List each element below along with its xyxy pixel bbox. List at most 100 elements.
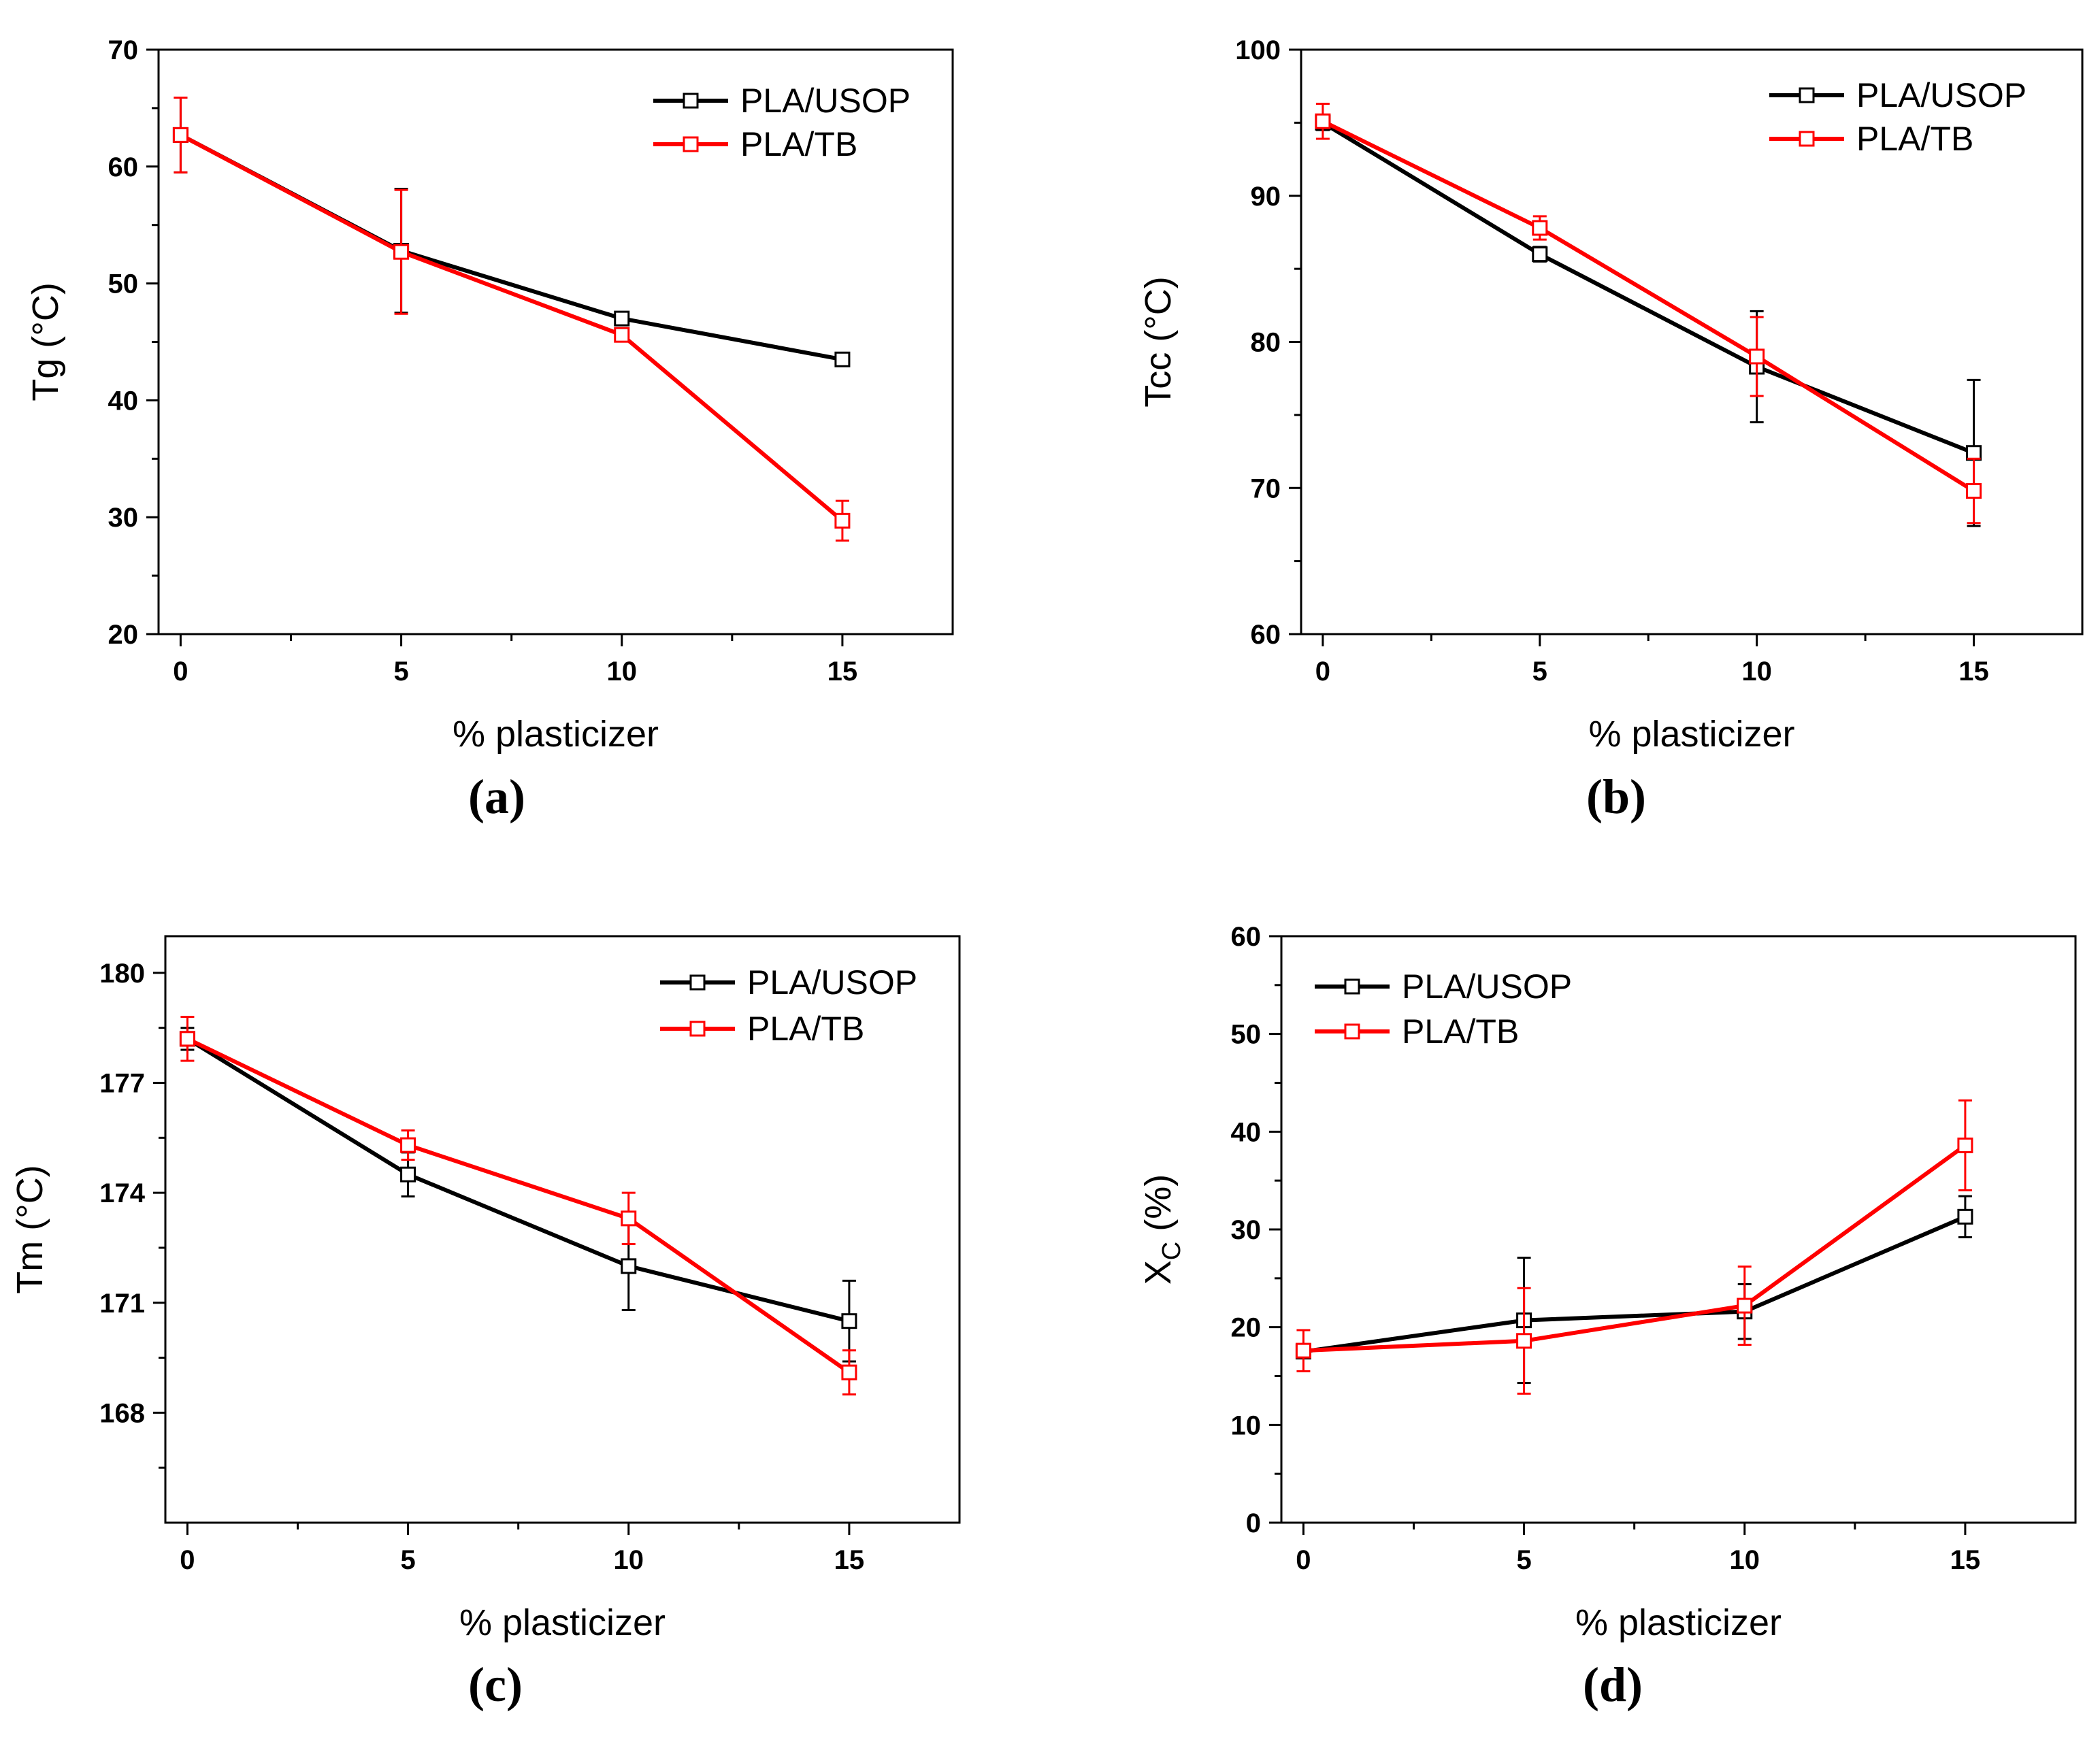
y-tick-label: 168 <box>99 1398 145 1428</box>
legend-marker <box>689 974 706 991</box>
panel-label: (d) <box>1583 1657 1643 1712</box>
y-tick-label: 70 <box>1251 474 1281 503</box>
y-tick-label: 171 <box>99 1289 145 1319</box>
legend-entry: PLA/USOP <box>653 82 910 120</box>
y-tick-label: 90 <box>1251 182 1281 212</box>
y-tick-label: 30 <box>108 503 139 533</box>
y-tick-label: 180 <box>99 959 145 989</box>
data-point-marker <box>841 1313 857 1329</box>
y-tick-label: 40 <box>108 386 139 416</box>
x-axis-label: % plasticizer <box>453 714 659 755</box>
y-tick-label: 177 <box>99 1069 145 1099</box>
data-point-marker <box>1532 246 1548 263</box>
x-axis-label: % plasticizer <box>1588 714 1794 755</box>
data-point-marker <box>172 127 188 143</box>
legend-entry: PLA/USOP <box>1769 76 2027 114</box>
x-tick-label: 10 <box>614 1545 644 1575</box>
y-tick-label: 30 <box>1231 1215 1262 1245</box>
series-pla-tb <box>1295 1099 1973 1395</box>
y-axis-label: Tm (°C) <box>10 1165 50 1294</box>
data-point-marker <box>1295 1342 1311 1359</box>
x-tick-label: 15 <box>834 1545 865 1575</box>
chart-panel-1: 0 5 10 15 20 30 40 50 60 70 % plasticizer Tg (°C) (a… <box>25 35 954 824</box>
series-line <box>1303 1144 1967 1353</box>
data-point-marker <box>1749 348 1765 365</box>
x-tick-label: 15 <box>827 657 858 686</box>
series-line <box>1302 1214 1967 1354</box>
y-tick-label: 70 <box>108 35 139 65</box>
series-line <box>1322 120 1975 455</box>
legend-entry: PLA/USOP <box>1315 967 1572 1006</box>
legend-entry: PLA/TB <box>1315 1012 1519 1051</box>
y-tick-label: 50 <box>1231 1020 1262 1050</box>
y-axis-label: XC (%) <box>1138 1174 1186 1285</box>
series-pla-tb <box>1315 102 1982 525</box>
y-tick-label: 60 <box>108 152 139 182</box>
legend-marker <box>1799 87 1815 103</box>
y-tick-label: 100 <box>1235 35 1281 65</box>
x-tick-label: 10 <box>1730 1545 1760 1575</box>
data-point-marker <box>1532 220 1548 236</box>
data-point-marker <box>1957 1137 1973 1153</box>
data-point-marker <box>1966 445 1982 461</box>
legend-marker <box>683 93 699 109</box>
data-point-marker <box>614 310 630 327</box>
series-line <box>1322 119 1975 493</box>
legend-label: PLA/USOP <box>740 82 910 120</box>
series-pla-tb <box>172 96 851 542</box>
panel-label: (b) <box>1586 770 1646 824</box>
x-tick-label: 10 <box>607 657 638 686</box>
plot-frame <box>1280 935 2077 1524</box>
data-point-marker <box>614 327 630 343</box>
y-tick-label: 174 <box>99 1178 145 1208</box>
data-point-marker <box>1315 113 1331 129</box>
x-tick-label: 5 <box>1516 1545 1531 1575</box>
legend-marker <box>1344 1023 1360 1040</box>
y-tick-label: 50 <box>108 269 139 299</box>
y-tick-label: 80 <box>1251 328 1281 358</box>
series-pla-usop <box>1315 114 1982 527</box>
chart-panel-3: 0 5 10 15 168 171 174 177 180 % plasticizer Tm (°C… <box>10 935 961 1712</box>
legend-label: PLA/TB <box>747 1010 864 1048</box>
legend-label: PLA/USOP <box>1856 76 2027 114</box>
chart-panel-2: 0 5 10 15 60 70 80 90 100 % plasticizer Tcc (°C) (b… <box>1138 35 2084 824</box>
y-tick-label: 10 <box>1231 1410 1262 1440</box>
data-point-marker <box>621 1210 637 1227</box>
legend-label: PLA/USOP <box>747 963 917 1002</box>
series-line <box>186 1037 851 1374</box>
x-tick-label: 10 <box>1741 657 1772 686</box>
legend-marker <box>683 136 699 152</box>
legend-entry: PLA/TB <box>660 1010 864 1048</box>
x-tick-label: 5 <box>1532 657 1547 686</box>
panel-label: (c) <box>468 1657 523 1712</box>
x-tick-label: 0 <box>180 1545 195 1575</box>
legend-label: PLA/USOP <box>1402 967 1572 1006</box>
y-tick-label: 0 <box>1246 1508 1261 1538</box>
x-tick-label: 0 <box>173 657 188 686</box>
x-tick-label: 15 <box>1950 1545 1981 1575</box>
data-point-marker <box>400 1137 416 1153</box>
legend-marker <box>1344 978 1360 995</box>
legend-marker <box>689 1021 706 1037</box>
data-point-marker <box>841 1364 857 1380</box>
x-tick-label: 5 <box>400 1545 415 1575</box>
data-point-marker <box>621 1258 637 1274</box>
y-tick-label: 60 <box>1231 922 1262 952</box>
legend-entry: PLA/TB <box>1769 120 1973 158</box>
x-tick-label: 15 <box>1958 657 1989 686</box>
x-tick-label: 0 <box>1315 657 1330 686</box>
legend-entry: PLA/TB <box>653 125 857 163</box>
series-line <box>180 133 844 523</box>
plot-frame <box>164 935 961 1524</box>
y-tick-label: 20 <box>108 620 139 650</box>
series-pla-usop <box>1295 1195 1973 1385</box>
legend-marker <box>1799 131 1815 147</box>
y-tick-label: 40 <box>1231 1117 1262 1147</box>
y-axis-label: Tcc (°C) <box>1138 276 1179 408</box>
x-axis-label: % plasticizer <box>1575 1602 1782 1643</box>
data-point-marker <box>834 512 851 529</box>
panel-label: (a) <box>468 770 525 824</box>
data-point-marker <box>1737 1297 1753 1314</box>
series-pla-tb <box>179 1016 857 1395</box>
